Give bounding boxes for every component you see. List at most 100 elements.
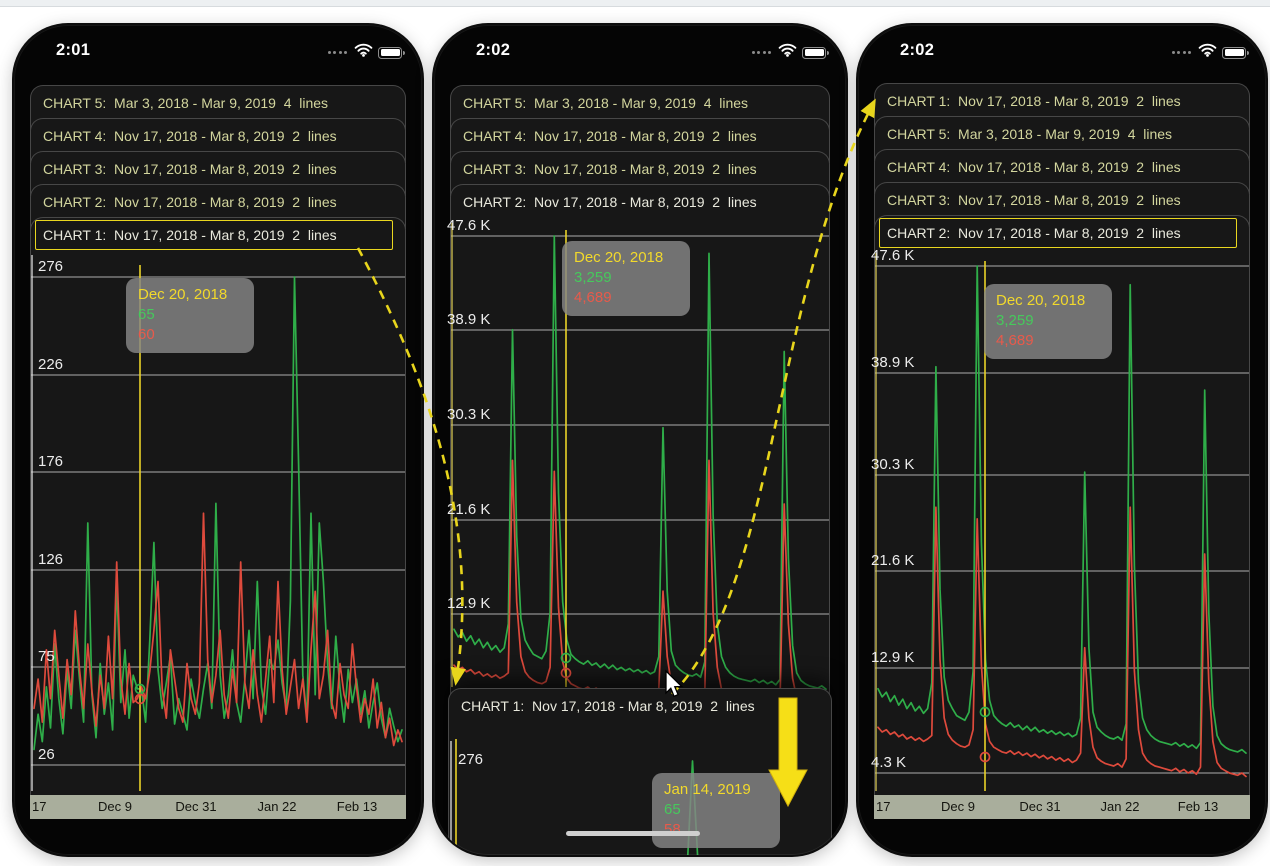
y-axis-label: 30.3 K — [871, 456, 915, 473]
chart-card-title: CHART 4: Nov 17, 2018 - Mar 8, 2019 2 li… — [43, 127, 337, 144]
chart-card-title: CHART 1: Nov 17, 2018 - Mar 8, 2019 2 li… — [887, 92, 1181, 109]
battery-icon — [1222, 46, 1249, 59]
chart-card-header[interactable]: CHART 2: Nov 17, 2018 - Mar 8, 2019 2 li… — [451, 185, 829, 218]
tooltip-date: Dec 20, 2018 — [574, 249, 664, 266]
tooltip-date: Jan 14, 2019 — [664, 781, 751, 798]
y-axis-label: 176 — [38, 453, 64, 470]
tooltip-green-value: 65 — [138, 305, 155, 323]
tooltip-red-value: 60 — [138, 325, 155, 343]
chart-card-title: CHART 3: Nov 17, 2018 - Mar 8, 2019 2 li… — [463, 160, 757, 177]
chart-card-title: CHART 2: Nov 17, 2018 - Mar 8, 2019 2 li… — [887, 224, 1181, 241]
chart-card-header[interactable]: CHART 1: Nov 17, 2018 - Mar 8, 2019 2 li… — [31, 218, 405, 251]
iphone-frame-1: 2:01 CHART 5: Mar 3, 2018 - Mar 9, 2019 4… — [14, 25, 422, 855]
status-icons — [1171, 43, 1249, 62]
y-axis-label: 21.6 K — [447, 501, 491, 518]
chart-card-title: CHART 3: Nov 17, 2018 - Mar 8, 2019 2 li… — [43, 160, 337, 177]
chart-card-title: CHART 5: Mar 3, 2018 - Mar 9, 2019 4 lin… — [43, 94, 329, 111]
battery-icon — [802, 46, 829, 59]
cellular-signal-icon — [751, 51, 771, 54]
status-icons — [751, 43, 829, 62]
cellular-signal-icon — [327, 51, 347, 54]
x-axis-strip[interactable]: 17 Dec 9 Dec 31 Jan 22 Feb 13 — [30, 795, 406, 819]
x-axis-label: Jan 22 — [257, 799, 297, 814]
chart-card-title: CHART 4: Nov 17, 2018 - Mar 8, 2019 2 li… — [887, 158, 1181, 175]
x-axis-label: Dec 9 — [941, 799, 975, 814]
tooltip-date: Dec 20, 2018 — [138, 286, 228, 303]
y-axis-label: 38.9 K — [871, 354, 915, 371]
battery-level — [1224, 49, 1244, 56]
window-top-strip — [0, 0, 1270, 7]
battery-icon — [378, 46, 405, 59]
status-time: 2:01 — [56, 41, 91, 59]
chart-card-title: CHART 4: Nov 17, 2018 - Mar 8, 2019 2 li… — [463, 127, 757, 144]
chart-card-title: CHART 1: Nov 17, 2018 - Mar 8, 2019 2 li… — [461, 697, 755, 714]
x-axis-label: 17 — [32, 799, 47, 814]
battery-level — [380, 49, 400, 56]
y-axis-label: 4.3 K — [871, 754, 907, 771]
x-axis-label: Jan 22 — [1100, 799, 1140, 814]
chart-card-header[interactable]: CHART 3: Nov 17, 2018 - Mar 8, 2019 2 li… — [451, 152, 829, 185]
tooltip-green-value: 3,259 — [996, 311, 1034, 329]
chart-card-header[interactable]: CHART 4: Nov 17, 2018 - Mar 8, 2019 2 li… — [875, 150, 1249, 183]
chart-card-header[interactable]: CHART 5: Mar 3, 2018 - Mar 9, 2019 4 lin… — [31, 86, 405, 119]
wifi-icon — [1198, 43, 1217, 62]
iphone-frame-2: 2:02 CHART 5: Mar 3, 2018 - Mar 9, 2019 4… — [434, 25, 846, 855]
chart-card-header[interactable]: CHART 3: Nov 17, 2018 - Mar 8, 2019 2 li… — [31, 152, 405, 185]
cellular-signal-icon — [1171, 51, 1191, 54]
y-axis-label: 21.6 K — [871, 552, 915, 569]
tooltip-green-value: 65 — [664, 800, 681, 818]
x-axis-label: Dec 9 — [98, 799, 132, 814]
x-axis-label: 17 — [876, 799, 891, 814]
tooltip-red-value: 4,689 — [996, 331, 1034, 349]
wifi-icon — [778, 43, 797, 62]
y-axis-label: 126 — [38, 551, 64, 568]
y-axis-label: 12.9 K — [447, 595, 491, 612]
chart-card-title: CHART 5: Mar 3, 2018 - Mar 9, 2019 4 lin… — [463, 94, 749, 111]
chart-tooltip: Dec 20, 2018 65 60 — [126, 278, 254, 354]
tooltip-green-value: 3,259 — [574, 268, 612, 286]
chart-tooltip: Dec 20, 2018 3,259 4,689 — [984, 284, 1112, 360]
y-axis-label: 30.3 K — [447, 406, 491, 423]
chart-card-title: CHART 1: Nov 17, 2018 - Mar 8, 2019 2 li… — [43, 226, 337, 243]
mini-chart-tooltip: Jan 14, 2019 65 58 — [652, 773, 780, 849]
y-axis-label: 276 — [38, 258, 64, 275]
chart-card-header[interactable]: CHART 2: Nov 17, 2018 - Mar 8, 2019 2 li… — [875, 216, 1249, 249]
chart-card-header[interactable]: CHART 4: Nov 17, 2018 - Mar 8, 2019 2 li… — [451, 119, 829, 152]
x-axis-strip[interactable]: 17 Dec 9 Dec 31 Jan 22 Feb 13 — [874, 795, 1250, 819]
tooltip-red-value: 58 — [664, 820, 681, 838]
chart-card-header[interactable]: CHART 3: Nov 17, 2018 - Mar 8, 2019 2 li… — [875, 183, 1249, 216]
x-axis-label: Dec 31 — [1019, 799, 1061, 814]
y-axis-label: 38.9 K — [447, 311, 491, 328]
status-time: 2:02 — [900, 41, 935, 59]
chart-card-title: CHART 3: Nov 17, 2018 - Mar 8, 2019 2 li… — [887, 191, 1181, 208]
x-axis-label: Feb 13 — [336, 799, 378, 814]
chart-card-header[interactable]: CHART 5: Mar 3, 2018 - Mar 9, 2019 4 lin… — [451, 86, 829, 119]
home-indicator[interactable] — [566, 831, 700, 836]
y-axis-label: 26 — [38, 746, 55, 763]
chart-card-title: CHART 2: Nov 17, 2018 - Mar 8, 2019 2 li… — [463, 193, 757, 210]
y-axis-label: 276 — [458, 751, 484, 768]
wifi-icon — [354, 43, 373, 62]
chart-card-header[interactable]: CHART 2: Nov 17, 2018 - Mar 8, 2019 2 li… — [31, 185, 405, 218]
chart-card-header[interactable]: CHART 1: Nov 17, 2018 - Mar 8, 2019 2 li… — [875, 84, 1249, 117]
chart-card-title: CHART 5: Mar 3, 2018 - Mar 9, 2019 4 lin… — [887, 125, 1173, 142]
status-time: 2:02 — [476, 41, 511, 59]
chart-card-header[interactable]: CHART 1: Nov 17, 2018 - Mar 8, 2019 2 li… — [449, 689, 831, 722]
y-axis-label: 12.9 K — [871, 649, 915, 666]
x-axis-label: Dec 31 — [175, 799, 217, 814]
y-axis-label: 47.6 K — [447, 217, 491, 234]
chart-card-title: CHART 2: Nov 17, 2018 - Mar 8, 2019 2 li… — [43, 193, 337, 210]
y-axis-label: 75 — [38, 648, 55, 665]
tooltip-date: Dec 20, 2018 — [996, 292, 1086, 309]
chart-card-header[interactable]: CHART 5: Mar 3, 2018 - Mar 9, 2019 4 lin… — [875, 117, 1249, 150]
iphone-frame-3: 2:02 CHART 1: Nov 17, 2018 - Mar 8, 2019 … — [858, 25, 1266, 855]
x-axis-label: Feb 13 — [1177, 799, 1219, 814]
chart-card-header[interactable]: CHART 4: Nov 17, 2018 - Mar 8, 2019 2 li… — [31, 119, 405, 152]
status-icons — [327, 43, 405, 62]
tooltip-red-value: 4,689 — [574, 288, 612, 306]
y-axis-label: 47.6 K — [871, 247, 915, 264]
chart-tooltip: Dec 20, 2018 3,259 4,689 — [562, 241, 690, 317]
y-axis-label: 226 — [38, 356, 64, 373]
battery-level — [804, 49, 824, 56]
